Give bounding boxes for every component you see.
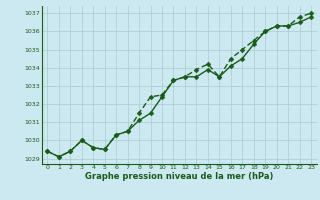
- X-axis label: Graphe pression niveau de la mer (hPa): Graphe pression niveau de la mer (hPa): [85, 172, 273, 181]
